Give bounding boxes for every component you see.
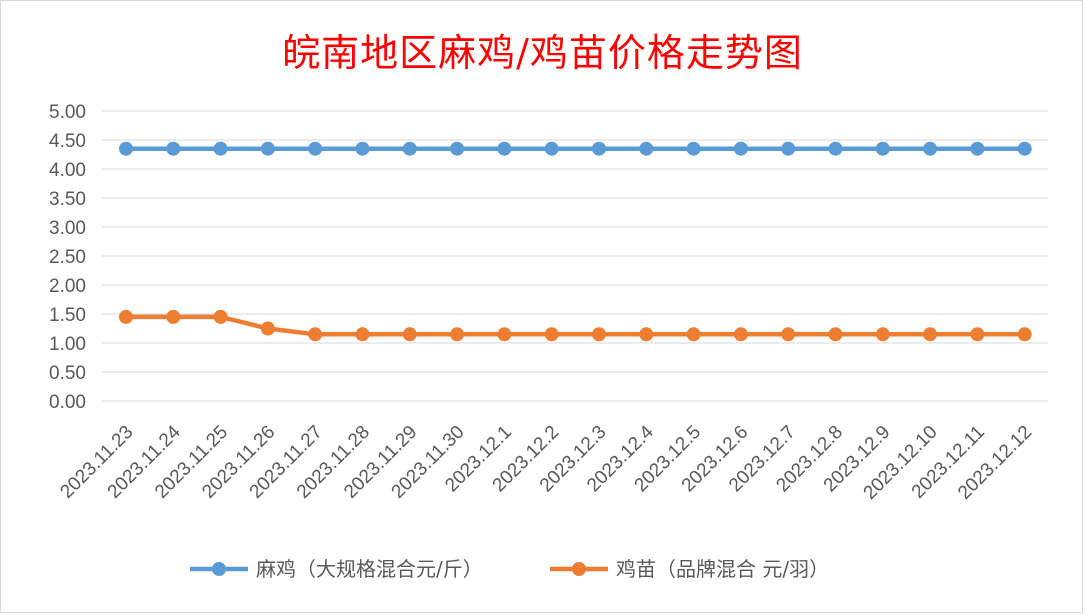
- data-point: [875, 327, 890, 342]
- y-tick-label: 4.50: [49, 131, 86, 152]
- data-point: [970, 327, 985, 342]
- data-point: [119, 309, 133, 324]
- y-tick-label: 2.50: [49, 247, 86, 268]
- data-point: [970, 141, 985, 156]
- data-point: [686, 327, 701, 342]
- data-point: [544, 141, 559, 156]
- data-point: [260, 321, 275, 336]
- data-point: [544, 327, 559, 342]
- data-point: [828, 327, 843, 342]
- data-point: [828, 141, 843, 156]
- data-point: [875, 141, 890, 156]
- y-tick-label: 4.00: [49, 160, 86, 181]
- data-point: [308, 327, 323, 342]
- data-point: [781, 327, 796, 342]
- data-point: [592, 141, 606, 156]
- data-point: [402, 327, 417, 342]
- data-point: [355, 141, 370, 156]
- data-point: [402, 141, 417, 156]
- data-point: [781, 141, 796, 156]
- y-tick-label: 0.50: [49, 363, 86, 384]
- y-tick-label: 5.00: [49, 102, 86, 123]
- chart-title: 皖南地区麻鸡/鸡苗价格走势图: [282, 31, 803, 75]
- data-point: [497, 141, 512, 156]
- y-tick-label: 1.50: [49, 305, 86, 326]
- y-tick-label: 0.00: [49, 392, 86, 413]
- data-point: [733, 141, 748, 156]
- data-point: [213, 141, 228, 156]
- legend-label: 麻鸡（大规格混合元/斤）: [256, 557, 483, 581]
- data-point: [639, 141, 654, 156]
- data-point: [923, 141, 938, 156]
- legend-label: 鸡苗（品牌混合 元/羽）: [616, 557, 829, 581]
- legend-swatch-marker: [212, 562, 226, 576]
- data-point: [733, 327, 748, 342]
- series-lines: [119, 141, 1032, 342]
- data-point: [213, 309, 228, 324]
- data-point: [119, 141, 133, 156]
- data-point: [923, 327, 938, 342]
- data-point: [308, 141, 323, 156]
- data-point: [1017, 141, 1032, 156]
- data-point: [497, 327, 512, 342]
- data-point: [166, 309, 181, 324]
- legend: 麻鸡（大规格混合元/斤） 鸡苗（品牌混合 元/羽）: [190, 557, 829, 581]
- data-point: [260, 141, 275, 156]
- data-point: [355, 327, 370, 342]
- x-axis-ticks: 2023.11.232023.11.242023.11.252023.11.26…: [56, 421, 1036, 503]
- data-point: [592, 327, 606, 342]
- data-point: [450, 141, 465, 156]
- data-point: [450, 327, 465, 342]
- data-point: [166, 141, 181, 156]
- y-tick-label: 3.00: [49, 218, 86, 239]
- data-point: [1017, 327, 1032, 342]
- y-tick-label: 2.00: [49, 276, 86, 297]
- data-point: [639, 327, 654, 342]
- y-tick-label: 1.00: [49, 334, 86, 355]
- series-line-2: [126, 314, 1025, 337]
- y-tick-label: 3.50: [49, 189, 86, 210]
- data-point: [686, 141, 701, 156]
- y-axis-ticks: 0.00 0.50 1.00 1.50 2.00 2.50 3.00 3.50 4.00 4.50…: [49, 102, 86, 413]
- legend-swatch-marker: [572, 562, 586, 576]
- gridlines: [102, 110, 1048, 402]
